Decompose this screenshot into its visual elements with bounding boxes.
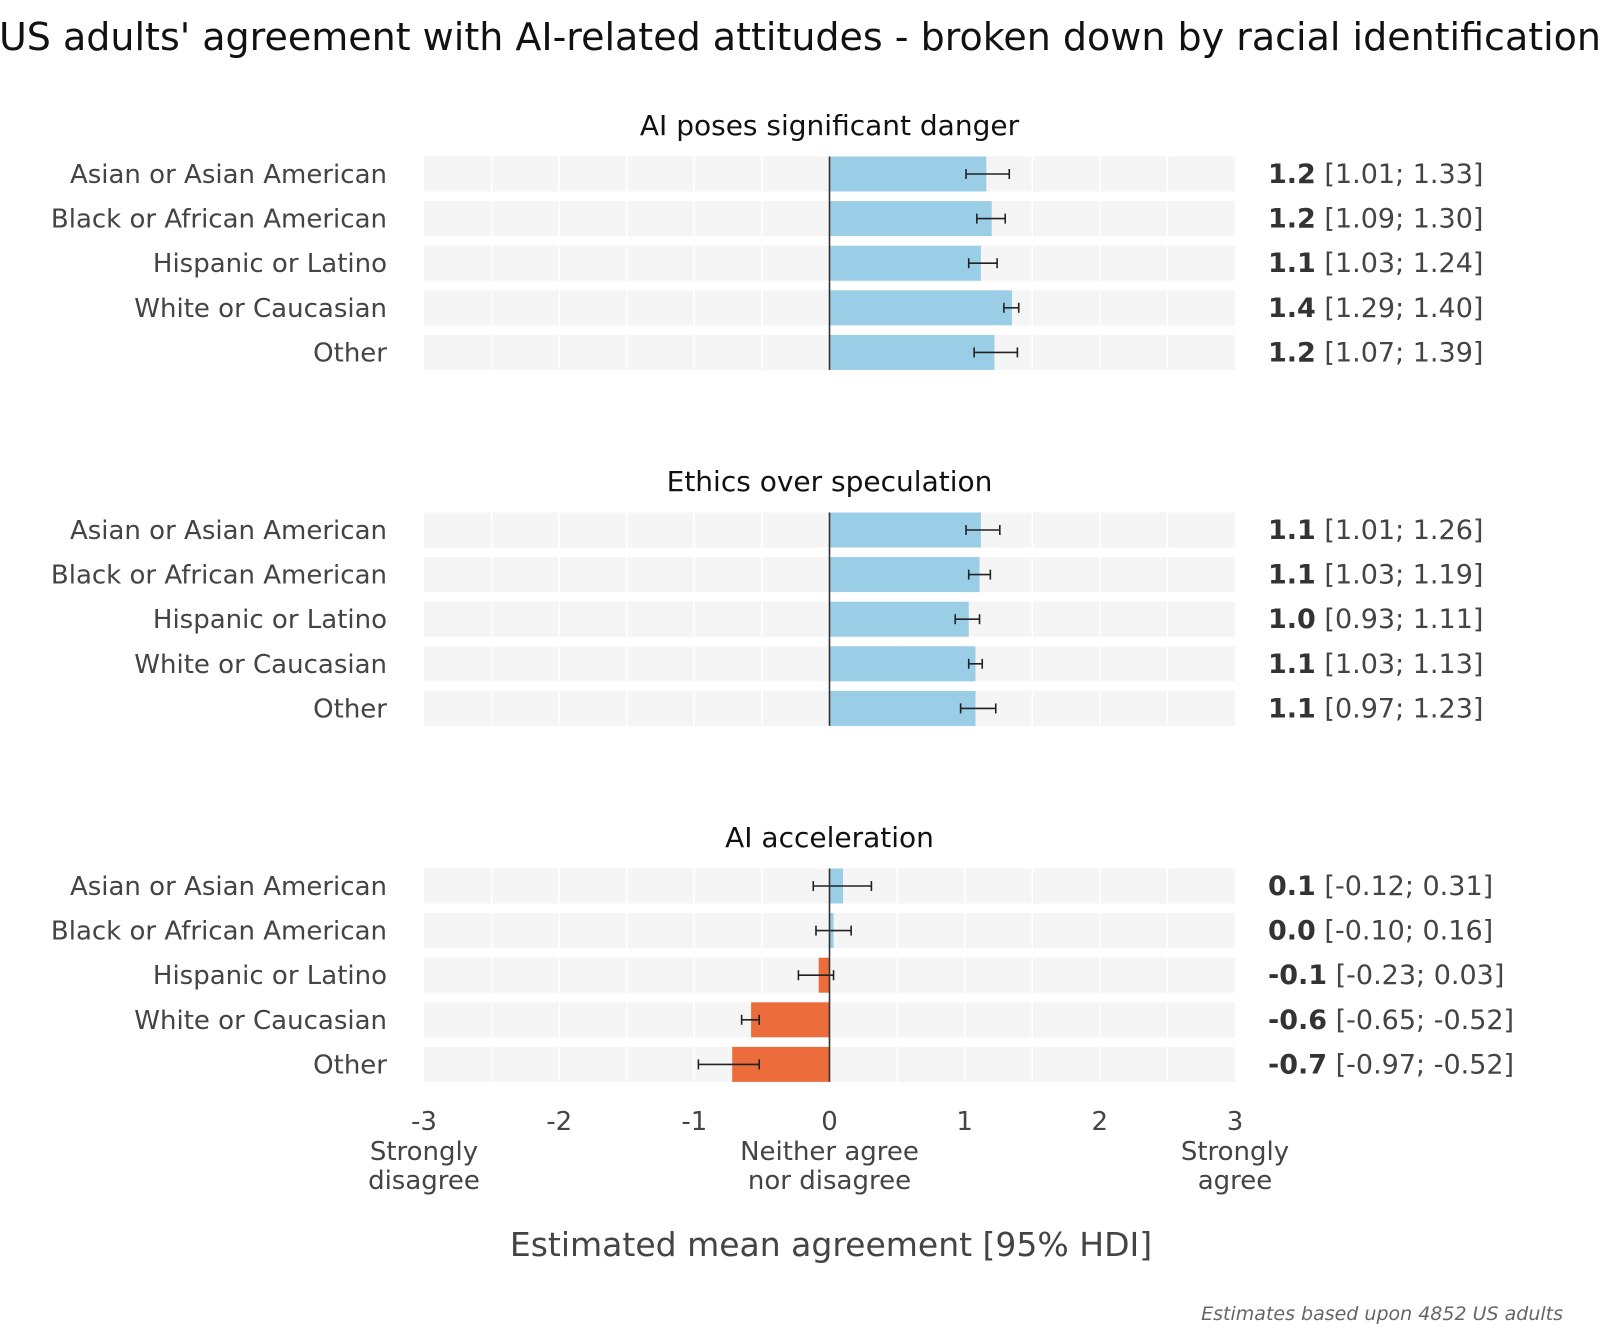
x-tick-label: 1 [956, 1107, 973, 1137]
value-interval: [1.01; 1.33] [1316, 159, 1484, 190]
value-mean: 1.0 [1268, 604, 1316, 635]
value-label: -0.1 [-0.23; 0.03] [1268, 960, 1504, 991]
x-tick-label: -1 [681, 1107, 707, 1137]
category-label: Black or African American [51, 917, 387, 947]
value-label: 1.2 [1.07; 1.39] [1268, 337, 1483, 368]
x-anchor-label: agree [1198, 1166, 1273, 1196]
value-label: 1.1 [1.03; 1.13] [1268, 649, 1483, 680]
category-label: Asian or Asian American [70, 516, 387, 546]
value-label: -0.7 [-0.97; -0.52] [1268, 1049, 1514, 1080]
panel-title: Ethics over speculation [667, 465, 993, 498]
category-label: Black or African American [51, 205, 387, 235]
x-tick-label: 2 [1092, 1107, 1109, 1137]
category-label: Other [313, 338, 387, 368]
category-label: Black or African American [51, 561, 387, 591]
bar [829, 601, 969, 637]
value-label: 1.1 [1.03; 1.24] [1268, 248, 1483, 279]
panel-2: Ethics over speculation Asian or Asian Am… [51, 465, 1483, 726]
value-mean: -0.7 [1268, 1049, 1327, 1080]
bar [829, 245, 981, 281]
value-interval: [-0.97; -0.52] [1327, 1049, 1514, 1080]
value-mean: 0.0 [1268, 916, 1316, 947]
category-label: Asian or Asian American [70, 160, 387, 190]
value-mean: 1.1 [1268, 649, 1316, 680]
value-label: 1.1 [0.97; 1.23] [1268, 693, 1483, 724]
category-label: White or Caucasian [134, 294, 387, 324]
panel-1: AI poses significant danger Asian or Asia… [51, 109, 1483, 370]
panel-3: AI acceleration Asian or Asian American 0.… [51, 821, 1514, 1082]
value-interval: [-0.65; -0.52] [1327, 1005, 1514, 1036]
value-label: 0.1 [-0.12; 0.31] [1268, 871, 1493, 902]
bar [829, 690, 976, 726]
bar [829, 512, 981, 548]
value-label: 1.1 [1.03; 1.19] [1268, 560, 1483, 591]
value-interval: [1.07; 1.39] [1316, 337, 1484, 368]
value-mean: 1.1 [1268, 693, 1316, 724]
panels-group: AI poses significant danger Asian or Asia… [51, 109, 1514, 1082]
value-mean: 0.1 [1268, 871, 1316, 902]
value-interval: [1.03; 1.19] [1316, 560, 1484, 591]
bar [829, 557, 980, 593]
category-label: Hispanic or Latino [153, 605, 387, 635]
x-anchor-label: disagree [368, 1166, 480, 1196]
value-label: 1.2 [1.01; 1.33] [1268, 159, 1483, 190]
x-anchor-label: Neither agree [740, 1137, 919, 1167]
category-label: Other [313, 1050, 387, 1080]
bar [829, 646, 976, 682]
footnote: Estimates based upon 4852 US adults [1201, 1303, 1563, 1325]
value-mean: 1.2 [1268, 159, 1316, 190]
value-interval: [-0.23; 0.03] [1327, 960, 1504, 991]
value-label: -0.6 [-0.65; -0.52] [1268, 1005, 1514, 1036]
value-mean: 1.2 [1268, 204, 1316, 235]
x-tick-label: -2 [546, 1107, 572, 1137]
bar [829, 201, 992, 237]
value-interval: [1.03; 1.13] [1316, 649, 1484, 680]
value-mean: 1.1 [1268, 248, 1316, 279]
bar [829, 156, 987, 192]
bar [829, 334, 995, 370]
value-interval: [-0.10; 0.16] [1316, 916, 1493, 947]
category-label: Other [313, 694, 387, 724]
x-anchor-label: Strongly [370, 1137, 478, 1167]
panel-title: AI acceleration [725, 821, 934, 854]
value-interval: [1.01; 1.26] [1316, 515, 1484, 546]
bar [829, 290, 1012, 326]
chart-title: US adults' agreement with AI-related att… [0, 15, 1600, 59]
bar [751, 1002, 830, 1038]
x-tick-label: -3 [411, 1107, 437, 1137]
value-label: 1.1 [1.01; 1.26] [1268, 515, 1483, 546]
x-tick-label: 0 [821, 1107, 838, 1137]
value-mean: 1.1 [1268, 515, 1316, 546]
x-anchor-label: Strongly [1181, 1137, 1289, 1167]
value-label: 1.0 [0.93; 1.11] [1268, 604, 1483, 635]
value-mean: 1.1 [1268, 560, 1316, 591]
value-interval: [0.93; 1.11] [1316, 604, 1484, 635]
value-mean: -0.1 [1268, 960, 1327, 991]
value-interval: [0.97; 1.23] [1316, 693, 1484, 724]
category-label: White or Caucasian [134, 650, 387, 680]
x-anchor-label: nor disagree [748, 1166, 911, 1196]
category-label: Asian or Asian American [70, 872, 387, 902]
category-label: Hispanic or Latino [153, 249, 387, 279]
value-label: 0.0 [-0.10; 0.16] [1268, 916, 1493, 947]
value-interval: [1.29; 1.40] [1316, 293, 1484, 324]
panel-title: AI poses significant danger [640, 109, 1020, 142]
value-interval: [1.09; 1.30] [1316, 204, 1484, 235]
value-mean: 1.4 [1268, 293, 1316, 324]
value-interval: [-0.12; 0.31] [1316, 871, 1493, 902]
category-label: Hispanic or Latino [153, 961, 387, 991]
x-tick-label: 3 [1227, 1107, 1244, 1137]
value-label: 1.2 [1.09; 1.30] [1268, 204, 1483, 235]
x-axis-label: Estimated mean agreement [95% HDI] [510, 1225, 1152, 1264]
value-mean: -0.6 [1268, 1005, 1327, 1036]
value-mean: 1.2 [1268, 337, 1316, 368]
category-label: White or Caucasian [134, 1006, 387, 1036]
value-label: 1.4 [1.29; 1.40] [1268, 293, 1483, 324]
value-interval: [1.03; 1.24] [1316, 248, 1484, 279]
